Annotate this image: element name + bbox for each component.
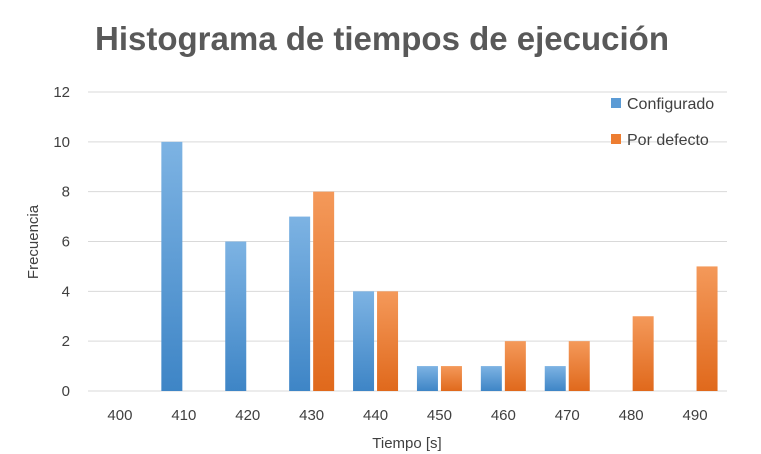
- y-tick-label: 4: [62, 283, 70, 300]
- bar-por-defecto: [377, 291, 399, 391]
- bar-por-defecto: [696, 266, 718, 391]
- bar-por-defecto: [440, 366, 462, 391]
- bar-por-defecto: [568, 341, 590, 391]
- gridlines: [88, 91, 727, 392]
- legend-label: Configurado: [627, 96, 714, 113]
- legend-swatch: [611, 98, 621, 108]
- bar-por-defecto: [504, 341, 526, 391]
- bar-configurado: [480, 366, 502, 391]
- bar-configurado: [416, 366, 438, 391]
- bar-configurado: [225, 241, 247, 391]
- bar-configurado: [353, 291, 375, 391]
- legend-swatch: [611, 134, 621, 144]
- x-tick-label: 400: [107, 407, 132, 424]
- x-tick-label: 460: [491, 407, 516, 424]
- y-axis-ticks: 0 2 4 6 8 10 12: [53, 84, 70, 400]
- y-tick-label: 8: [62, 184, 70, 201]
- bar-configurado: [289, 216, 311, 391]
- bar-configurado: [544, 366, 566, 391]
- x-tick-label: 450: [427, 407, 452, 424]
- x-tick-label: 440: [363, 407, 388, 424]
- x-tick-label: 480: [619, 407, 644, 424]
- y-tick-label: 10: [53, 134, 70, 151]
- bars: [161, 141, 718, 391]
- x-tick-label: 490: [683, 407, 708, 424]
- y-tick-label: 2: [62, 333, 70, 350]
- bar-por-defecto: [632, 316, 654, 391]
- x-axis-label: Tiempo [s]: [372, 435, 441, 452]
- x-tick-label: 420: [235, 407, 260, 424]
- bar-por-defecto: [313, 191, 335, 391]
- legend-label: Por defecto: [627, 132, 709, 149]
- y-tick-label: 12: [53, 84, 70, 101]
- x-tick-label: 410: [171, 407, 196, 424]
- y-axis-label: Frecuencia: [25, 204, 42, 279]
- x-tick-label: 430: [299, 407, 324, 424]
- x-axis-ticks: 400 410 420 430 440 450 460 470 480 490: [107, 407, 707, 424]
- y-tick-label: 6: [62, 234, 70, 251]
- x-tick-label: 470: [555, 407, 580, 424]
- legend: Configurado Por defecto: [611, 96, 714, 149]
- y-tick-label: 0: [62, 383, 70, 400]
- chart-title: Histograma de tiempos de ejecución: [95, 20, 669, 57]
- bar-configurado: [161, 141, 183, 391]
